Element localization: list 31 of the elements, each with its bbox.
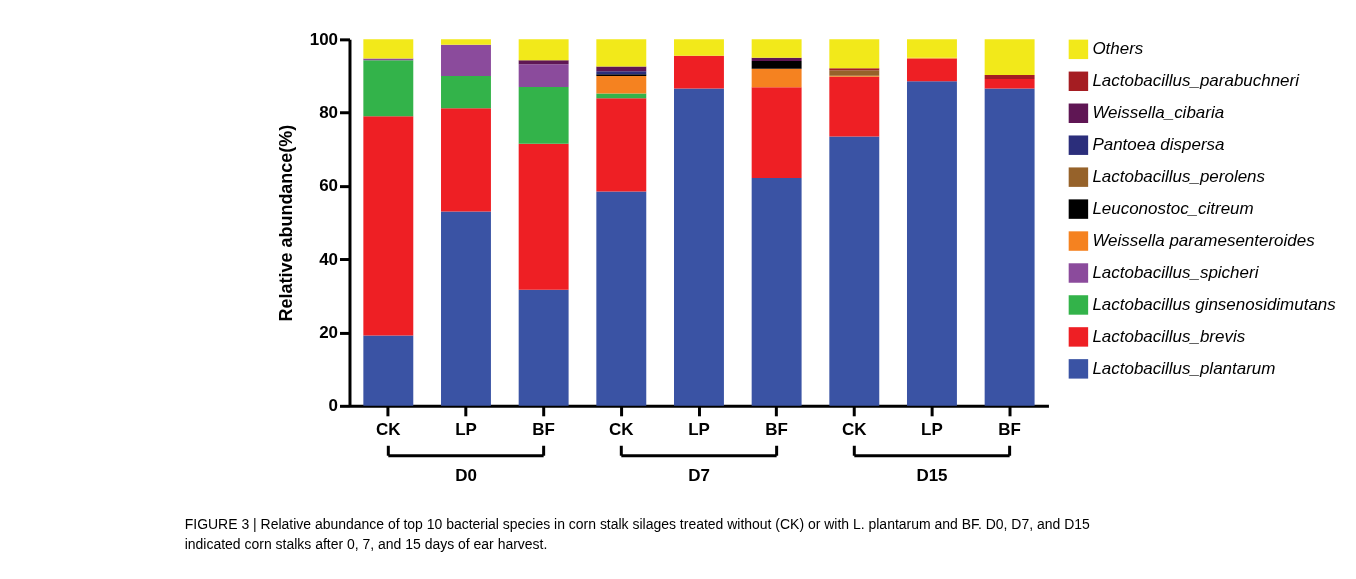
legend-label: Others bbox=[1092, 39, 1144, 59]
x-tick-label: CK bbox=[842, 420, 868, 440]
y-axis-title: Relative abundance(%) bbox=[275, 124, 296, 322]
x-tick-label: LP bbox=[921, 420, 943, 440]
legend-label: Weissella_cibaria bbox=[1092, 103, 1225, 123]
y-tick-label: 60 bbox=[319, 176, 338, 196]
y-tick-label: 100 bbox=[309, 29, 338, 49]
legend-label: Pantoea dispersa bbox=[1092, 135, 1225, 155]
legend-label: Lactobacillus_plantarum bbox=[1092, 358, 1276, 378]
x-tick-label: CK bbox=[609, 420, 635, 440]
y-tick-label: 20 bbox=[319, 323, 338, 343]
legend-label: Leuconostoc_citreum bbox=[1092, 199, 1254, 219]
legend-label: Lactobacillus_spicheri bbox=[1092, 263, 1260, 282]
y-tick-label: 0 bbox=[328, 396, 338, 416]
text: D0 bbox=[455, 465, 477, 485]
x-tick-label: BF bbox=[998, 420, 1021, 440]
legend-label: Weissella paramesenteroides bbox=[1092, 231, 1316, 251]
text: D7 bbox=[688, 465, 710, 485]
legend-label: Lactobacillus_brevis bbox=[1092, 326, 1246, 346]
x-tick-label: BF bbox=[532, 420, 555, 440]
x-tick-label: LP bbox=[688, 420, 710, 440]
y-tick-label: 40 bbox=[319, 249, 338, 269]
legend-label: Lactobacillus_parabuchneri bbox=[1092, 71, 1301, 91]
x-tick-label: BF bbox=[765, 420, 788, 440]
caption: FIGURE 3 | Relative abundance of top 10 bacterial species in corn stalk silages treated without (CK) or with L. plantarum and BF. D0, D7, and D15 indicated corn stalks after 0, 7, and 15 days of ear harvest. bbox=[184, 515, 1091, 552]
y-tick-label: 80 bbox=[319, 103, 338, 123]
x-tick-label: LP bbox=[455, 420, 477, 440]
legend-label: Lactobacillus_perolens bbox=[1092, 167, 1266, 187]
text: D15 bbox=[916, 465, 948, 485]
x-tick-label: CK bbox=[376, 420, 402, 440]
legend-label: Lactobacillus ginsenosidimutans bbox=[1092, 294, 1337, 314]
